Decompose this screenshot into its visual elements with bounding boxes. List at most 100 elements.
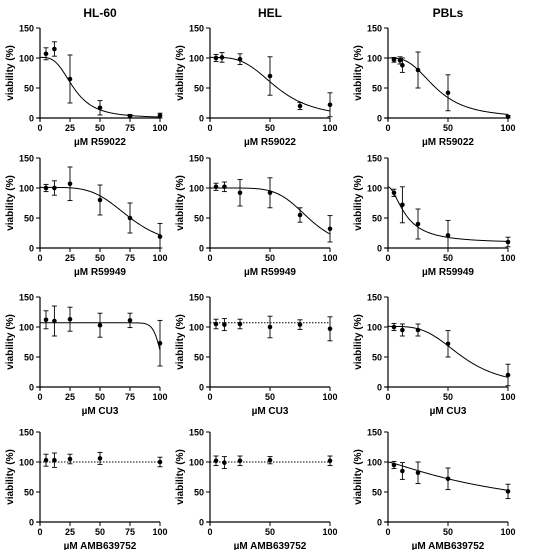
y-axis-label: viability (%) — [353, 449, 364, 505]
y-tick-label: 0 — [199, 383, 204, 393]
y-tick-label: 100 — [19, 184, 34, 194]
data-point — [213, 184, 219, 190]
data-point — [52, 457, 57, 463]
data-point — [52, 46, 57, 52]
y-tick-label: 0 — [377, 244, 382, 254]
data-point — [445, 476, 451, 482]
y-tick-label: 100 — [19, 54, 34, 64]
column-title-pbls: PBLs — [432, 6, 464, 20]
x-axis-label: µM R59022 — [422, 137, 474, 148]
x-tick-label: 75 — [125, 123, 135, 133]
y-axis-label: viability (%) — [5, 175, 16, 231]
data-point — [219, 55, 225, 60]
x-axis-label: µM AMB639752 — [234, 541, 307, 550]
column-title-hel: HEL — [258, 6, 282, 20]
x-axis-label: µM CU3 — [82, 406, 119, 417]
data-point — [97, 456, 103, 461]
data-point — [327, 458, 333, 464]
y-tick-label: 50 — [194, 488, 204, 498]
y-tick-label: 0 — [199, 114, 204, 124]
y-tick-label: 50 — [24, 353, 34, 363]
x-tick-label: 75 — [125, 527, 135, 537]
data-point — [52, 318, 57, 324]
data-point — [445, 233, 451, 238]
data-point — [415, 327, 421, 333]
y-tick-label: 50 — [372, 488, 382, 498]
y-tick-label: 0 — [29, 244, 34, 254]
x-tick-label: 0 — [207, 253, 212, 263]
data-point — [391, 57, 397, 63]
data-point — [43, 51, 49, 57]
x-tick-label: 25 — [65, 123, 75, 133]
data-point — [237, 458, 243, 464]
x-tick-label: 50 — [443, 527, 453, 537]
data-point — [43, 317, 49, 323]
data-point — [505, 372, 511, 378]
data-point — [52, 185, 57, 191]
y-tick-label: 150 — [189, 428, 204, 438]
x-tick-label: 0 — [207, 123, 212, 133]
data-point — [397, 58, 403, 63]
x-tick-label: 50 — [95, 527, 105, 537]
x-tick-label: 0 — [37, 527, 42, 537]
y-tick-label: 150 — [367, 293, 382, 303]
y-tick-label: 150 — [367, 428, 382, 438]
data-point — [505, 114, 511, 120]
y-axis-label: viability (%) — [175, 314, 186, 370]
data-point — [391, 462, 397, 468]
y-axis-label: viability (%) — [353, 45, 364, 101]
data-point — [97, 105, 103, 111]
data-point — [237, 190, 243, 196]
y-tick-label: 100 — [189, 323, 204, 333]
x-axis-label: µM R59949 — [74, 267, 126, 278]
data-point — [267, 457, 273, 463]
data-point — [67, 316, 73, 322]
x-tick-label: 50 — [265, 253, 275, 263]
x-tick-label: 0 — [385, 253, 390, 263]
x-tick-label: 50 — [265, 527, 275, 537]
x-tick-label: 50 — [265, 392, 275, 402]
data-point — [43, 185, 49, 191]
x-tick-label: 100 — [500, 123, 515, 133]
x-tick-label: 50 — [443, 392, 453, 402]
x-axis-label: µM R59022 — [74, 137, 126, 148]
y-tick-label: 0 — [29, 114, 34, 124]
data-point — [127, 113, 133, 119]
y-tick-label: 150 — [19, 428, 34, 438]
x-tick-label: 0 — [207, 392, 212, 402]
y-tick-label: 100 — [367, 54, 382, 64]
data-point — [391, 324, 397, 330]
y-tick-label: 100 — [189, 184, 204, 194]
y-tick-label: 50 — [194, 214, 204, 224]
data-point — [267, 324, 273, 330]
y-axis-label: viability (%) — [353, 175, 364, 231]
data-point — [237, 321, 243, 327]
y-tick-label: 100 — [189, 458, 204, 468]
y-tick-label: 100 — [19, 323, 34, 333]
x-tick-label: 100 — [322, 527, 337, 537]
y-tick-label: 50 — [194, 84, 204, 94]
data-point — [297, 103, 303, 109]
x-tick-label: 75 — [125, 253, 135, 263]
x-axis-label: µM CU3 — [252, 406, 289, 417]
y-tick-label: 0 — [199, 518, 204, 528]
data-point — [400, 327, 405, 333]
data-point — [127, 318, 133, 323]
data-point — [505, 489, 511, 494]
x-tick-label: 0 — [37, 253, 42, 263]
x-tick-label: 0 — [385, 123, 390, 133]
y-axis-label: viability (%) — [5, 314, 16, 370]
y-axis-label: viability (%) — [5, 449, 16, 505]
data-point — [400, 202, 405, 208]
data-point — [415, 470, 421, 476]
y-tick-label: 150 — [367, 24, 382, 34]
data-point — [391, 190, 397, 196]
data-point — [222, 322, 227, 327]
data-point — [67, 456, 73, 462]
